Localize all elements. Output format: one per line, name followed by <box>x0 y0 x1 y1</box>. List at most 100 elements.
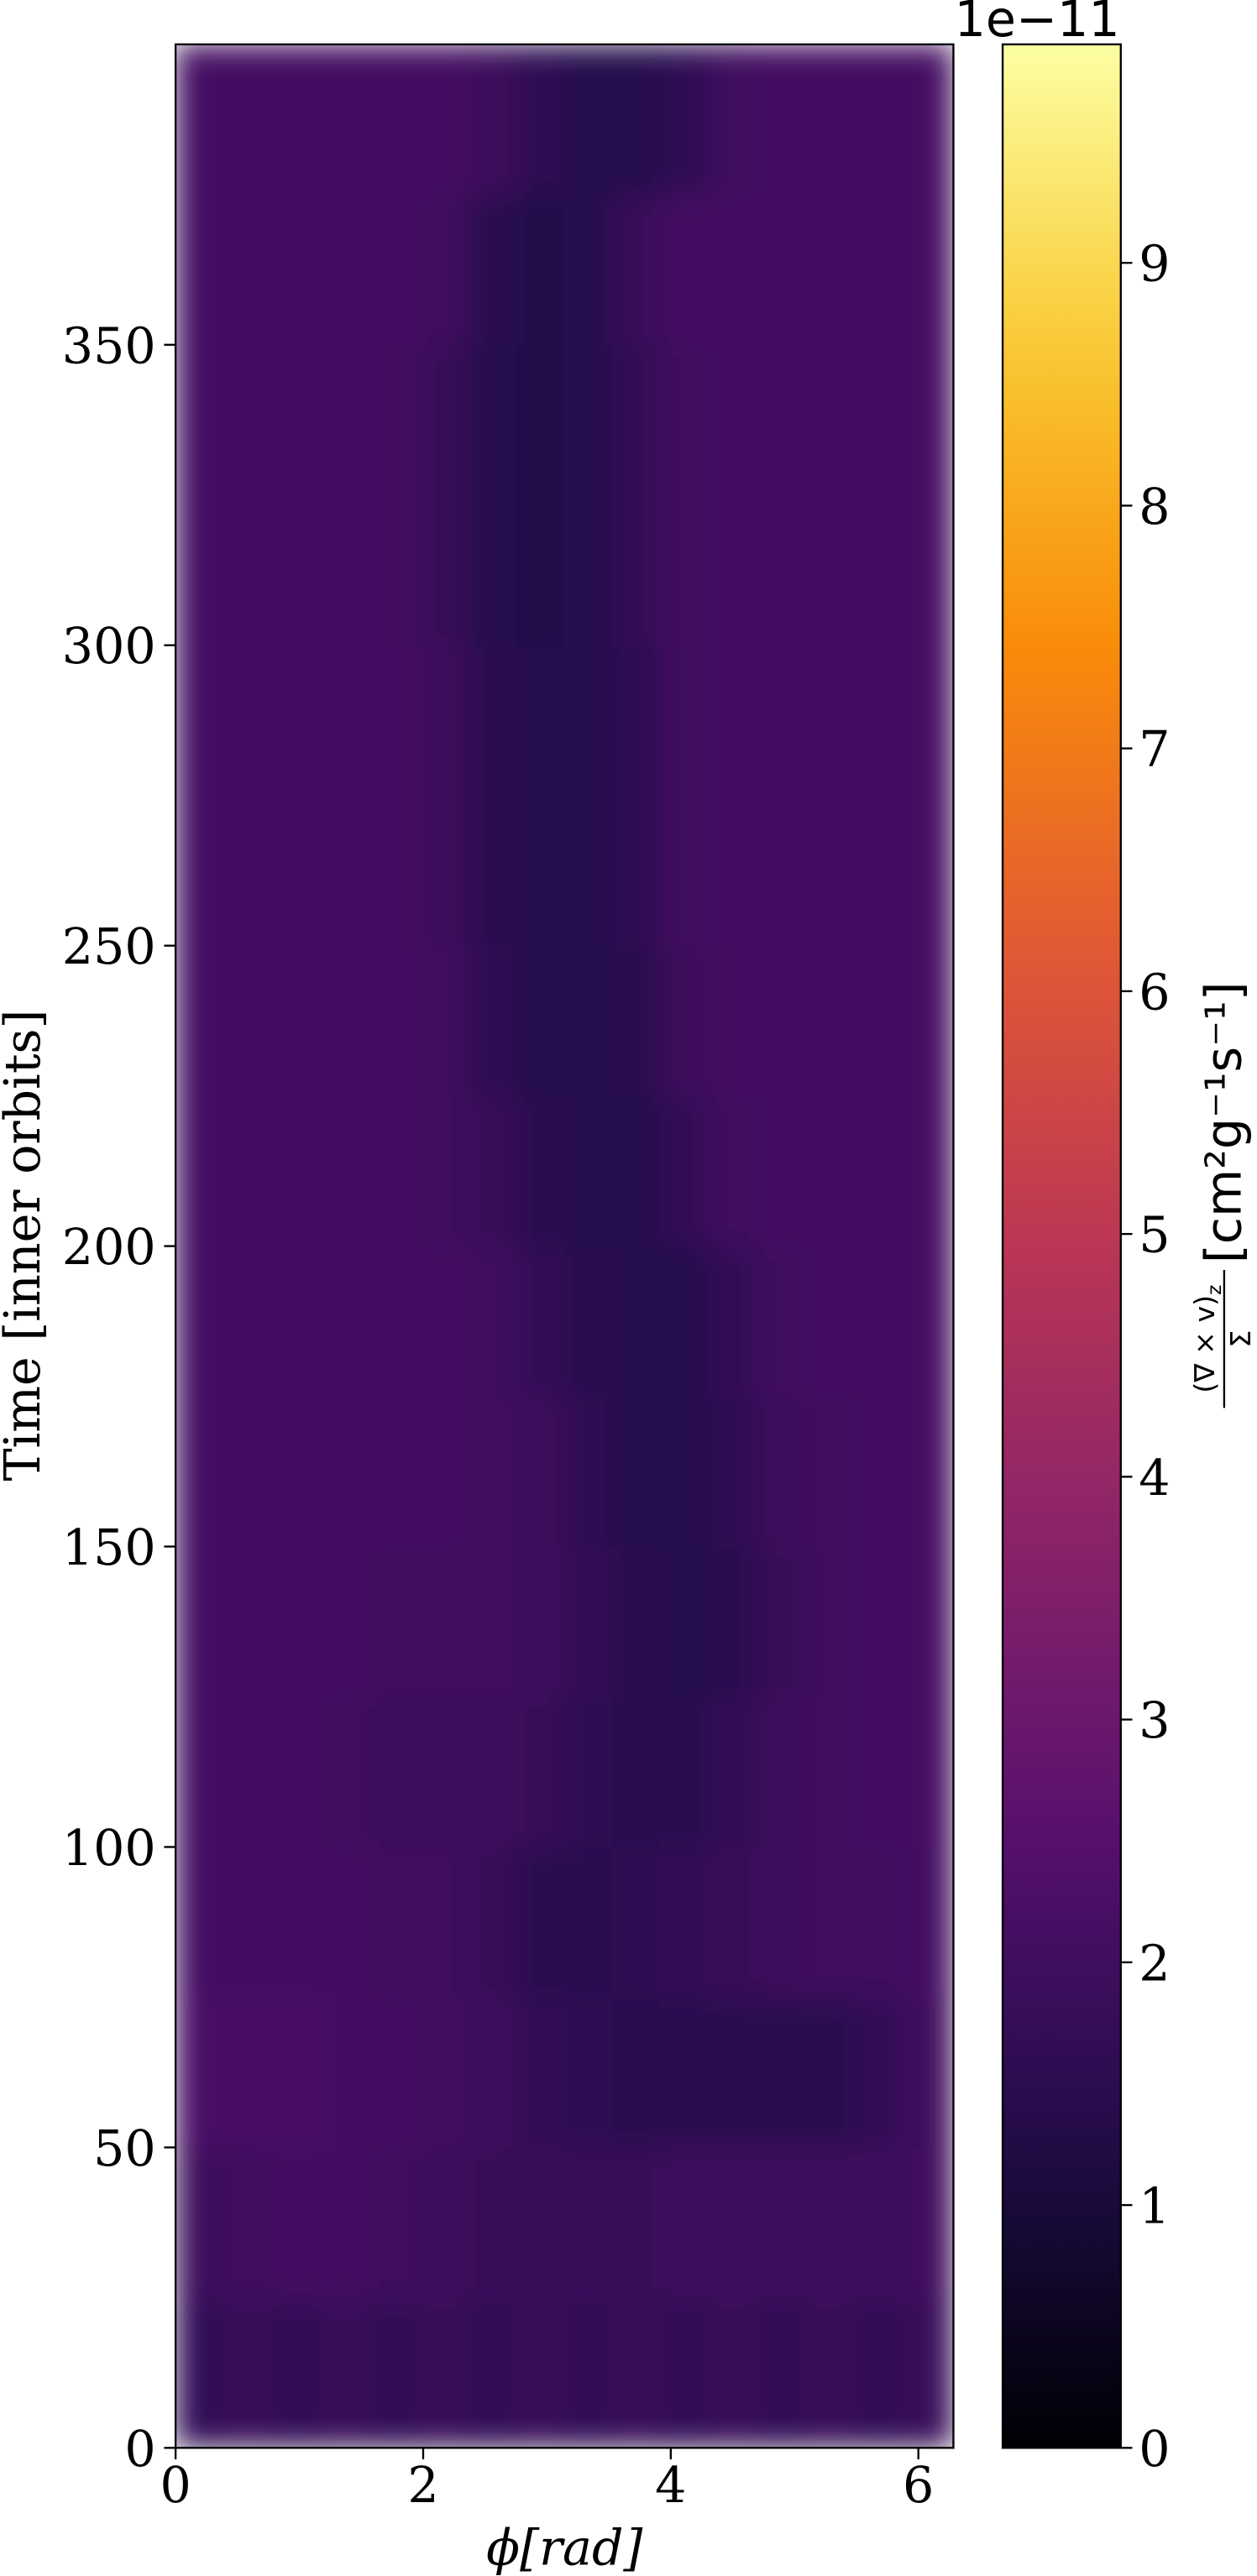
heat-cell <box>515 1545 566 1698</box>
heat-cell <box>417 1545 469 1698</box>
heat-cell <box>466 794 517 947</box>
heat-cell <box>903 494 954 646</box>
heat-cell <box>563 1696 615 1848</box>
heat-cell <box>612 193 663 346</box>
heat-cell <box>855 794 906 947</box>
heat-cell <box>223 1545 274 1698</box>
y-tick-label: 0 <box>124 2421 155 2478</box>
heat-cell <box>223 2146 274 2299</box>
y-tick-label: 50 <box>93 2120 156 2177</box>
heat-cell <box>175 1846 225 1999</box>
heat-cell <box>563 2296 615 2448</box>
heat-cell <box>466 494 517 646</box>
heat-cell <box>612 2296 663 2448</box>
heat-cell <box>320 1545 371 1698</box>
heat-cell <box>661 193 711 346</box>
heat-cell <box>661 44 711 196</box>
heat-cell <box>320 1395 371 1548</box>
heat-cell <box>320 644 371 797</box>
heat-cell <box>515 1996 566 2149</box>
heat-cell <box>223 794 274 947</box>
heat-cell <box>515 2146 566 2299</box>
heat-cell <box>466 44 517 196</box>
heat-cell <box>806 44 857 196</box>
heat-cell <box>417 2296 469 2448</box>
heat-cell <box>806 1395 857 1548</box>
heat-cell <box>223 44 274 196</box>
heat-cell <box>271 1846 322 1999</box>
heat-cell <box>466 644 517 797</box>
heat-cell <box>223 2296 274 2448</box>
heat-cell <box>612 494 663 646</box>
heat-cell <box>515 1095 566 1247</box>
heat-cell <box>757 1095 809 1247</box>
heat-cell <box>903 44 954 196</box>
heat-cell <box>466 1545 517 1698</box>
heat-cell <box>612 1846 663 1999</box>
heat-cell <box>563 193 615 346</box>
heat-cell <box>320 343 371 496</box>
heat-cell <box>515 794 566 947</box>
heat-cell <box>369 1696 420 1848</box>
heat-cell <box>903 794 954 947</box>
heat-cell <box>661 494 711 646</box>
heat-cell <box>223 1245 274 1398</box>
heat-cell <box>466 944 517 1097</box>
numerator: (∇ × v) <box>1188 1295 1221 1393</box>
heat-cell <box>661 794 711 947</box>
x-tick-label: 4 <box>655 2457 686 2514</box>
colorbar-tick-label: 4 <box>1139 1450 1170 1507</box>
heat-cell <box>369 1395 420 1548</box>
heat-cell <box>320 44 371 196</box>
heat-cell <box>223 944 274 1097</box>
heat-cell <box>320 1846 371 1999</box>
heat-cell <box>466 2296 517 2448</box>
heat-cell <box>417 1696 469 1848</box>
heat-cell <box>855 343 906 496</box>
heat-cell <box>417 1245 469 1398</box>
heat-cell <box>661 1696 711 1848</box>
heat-cell <box>661 1996 711 2149</box>
x-axis-label: ϕ[rad] <box>486 2519 642 2576</box>
heat-cell <box>855 193 906 346</box>
heat-cell <box>903 1846 954 1999</box>
heat-cell <box>417 794 469 947</box>
colorbar-tick-label: 3 <box>1139 1692 1170 1749</box>
heat-cell <box>223 193 274 346</box>
heat-cell <box>223 343 274 496</box>
heat-cell <box>806 1996 857 2149</box>
heat-cell <box>369 2146 420 2299</box>
heat-cell <box>271 193 322 346</box>
heat-cell <box>903 1545 954 1698</box>
heat-cell <box>903 644 954 797</box>
heat-cell <box>175 44 225 196</box>
heat-cell <box>903 2146 954 2299</box>
heat-cell <box>466 1996 517 2149</box>
heat-cell <box>175 1996 225 2149</box>
heat-cell <box>271 644 322 797</box>
heat-cell <box>320 2146 371 2299</box>
heat-cell <box>271 1245 322 1398</box>
heat-cell <box>612 1095 663 1247</box>
heat-cell <box>612 644 663 797</box>
x-tick-label: 6 <box>903 2457 934 2514</box>
heat-cell <box>757 2296 809 2448</box>
heat-cell <box>709 1245 760 1398</box>
heat-cell <box>709 1095 760 1247</box>
heat-cell <box>757 1395 809 1548</box>
heat-cell <box>515 644 566 797</box>
heat-cell <box>223 1095 274 1247</box>
heat-cell <box>855 44 906 196</box>
heat-cell <box>806 343 857 496</box>
heat-cell <box>515 343 566 496</box>
heat-cell <box>709 1545 760 1698</box>
heat-cell <box>271 1996 322 2149</box>
heat-cell <box>271 2296 322 2448</box>
heatmap <box>175 44 954 2448</box>
heat-cell <box>320 2296 371 2448</box>
heat-cell <box>369 494 420 646</box>
heat-cell <box>369 44 420 196</box>
heat-cell <box>466 2146 517 2299</box>
heat-cell <box>271 1696 322 1848</box>
